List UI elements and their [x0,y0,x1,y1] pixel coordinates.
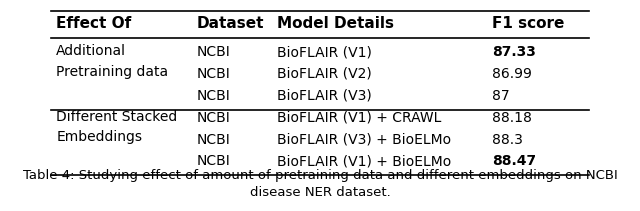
Text: BioFLAIR (V2): BioFLAIR (V2) [277,67,372,81]
Text: Additional
Pretraining data: Additional Pretraining data [56,44,168,79]
Text: NCBI: NCBI [196,133,230,147]
Text: NCBI: NCBI [196,89,230,103]
Text: 87: 87 [492,89,510,103]
Text: BioFLAIR (V1): BioFLAIR (V1) [277,45,372,59]
Text: Table 4: Studying effect of amount of pretraining data and different embeddings : Table 4: Studying effect of amount of pr… [22,169,618,199]
Text: F1 score: F1 score [492,16,564,31]
Text: NCBI: NCBI [196,67,230,81]
Text: Dataset: Dataset [196,16,264,31]
Text: 88.18: 88.18 [492,111,532,125]
Text: 87.33: 87.33 [492,45,536,59]
Text: BioFLAIR (V3) + BioELMo: BioFLAIR (V3) + BioELMo [277,133,451,147]
Text: BioFLAIR (V1) + BioELMo: BioFLAIR (V1) + BioELMo [277,154,451,168]
Text: 88.3: 88.3 [492,133,523,147]
Text: NCBI: NCBI [196,154,230,168]
Text: NCBI: NCBI [196,111,230,125]
Text: BioFLAIR (V1) + CRAWL: BioFLAIR (V1) + CRAWL [277,111,442,125]
Text: Model Details: Model Details [277,16,394,31]
Text: 86.99: 86.99 [492,67,532,81]
Text: 88.47: 88.47 [492,154,536,168]
Text: Different Stacked
Embeddings: Different Stacked Embeddings [56,110,177,144]
Text: BioFLAIR (V3): BioFLAIR (V3) [277,89,372,103]
Text: Effect Of: Effect Of [56,16,131,31]
Text: NCBI: NCBI [196,45,230,59]
